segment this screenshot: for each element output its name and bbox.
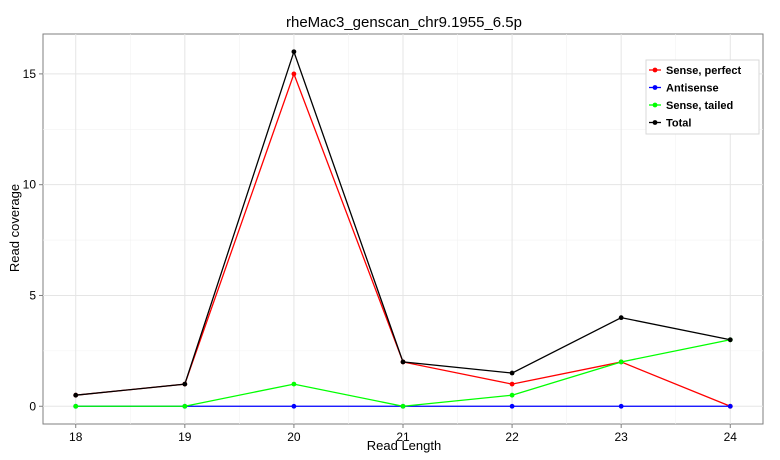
- data-point: [618, 403, 624, 409]
- data-point: [509, 370, 515, 376]
- legend: Sense, perfect Antisense Sense, tailed Tota…: [645, 59, 760, 135]
- legend-item: Sense, tailed: [649, 100, 733, 112]
- data-point: [73, 392, 79, 398]
- data-point: [618, 359, 624, 365]
- x-tick-label: 18: [69, 430, 83, 444]
- legend-label: Sense, perfect: [666, 65, 742, 77]
- data-point: [291, 381, 297, 387]
- legend-item: Sense, perfect: [649, 65, 742, 77]
- series-group: [73, 49, 733, 409]
- legend-label: Antisense: [666, 83, 719, 95]
- data-point: [509, 381, 515, 387]
- legend-key-point: [652, 85, 658, 90]
- data-point: [73, 403, 79, 409]
- y-axis-label: Read coverage: [7, 184, 22, 272]
- legend-key-point: [652, 120, 658, 125]
- data-point: [509, 392, 515, 398]
- legend-box: [645, 59, 760, 135]
- series-total: [73, 49, 733, 398]
- y-tick-label: 0: [29, 399, 36, 413]
- x-axis: 18 19 20 21 22 23 24: [69, 424, 737, 444]
- x-tick-label: 24: [724, 430, 738, 444]
- x-tick-label: 22: [505, 430, 519, 444]
- y-tick-label: 5: [29, 288, 36, 302]
- data-point: [400, 403, 406, 409]
- legend-item: Antisense: [649, 83, 719, 95]
- x-axis-label: Read Length: [367, 438, 441, 453]
- data-point: [182, 381, 188, 387]
- legend-item: Total: [649, 118, 691, 130]
- data-point: [291, 49, 297, 55]
- data-point: [727, 337, 733, 343]
- data-point: [291, 71, 297, 77]
- legend-key-point: [652, 67, 658, 73]
- data-point: [291, 403, 297, 409]
- data-point: [182, 403, 188, 409]
- data-point: [400, 359, 406, 365]
- data-point: [618, 315, 624, 321]
- data-point: [509, 403, 515, 409]
- y-tick-label: 10: [23, 178, 37, 192]
- legend-label: Sense, tailed: [666, 100, 733, 112]
- y-tick-label: 15: [23, 67, 37, 81]
- chart-title: rheMac3_genscan_chr9.1955_6.5p: [286, 14, 522, 31]
- legend-label: Total: [666, 118, 691, 130]
- legend-key-point: [652, 102, 658, 108]
- x-tick-label: 19: [178, 430, 192, 444]
- y-axis: 0 5 10 15: [23, 67, 43, 413]
- x-tick-label: 20: [287, 430, 301, 444]
- data-point: [727, 403, 733, 409]
- x-tick-label: 23: [615, 430, 629, 444]
- x-tick-label: 21: [396, 430, 410, 444]
